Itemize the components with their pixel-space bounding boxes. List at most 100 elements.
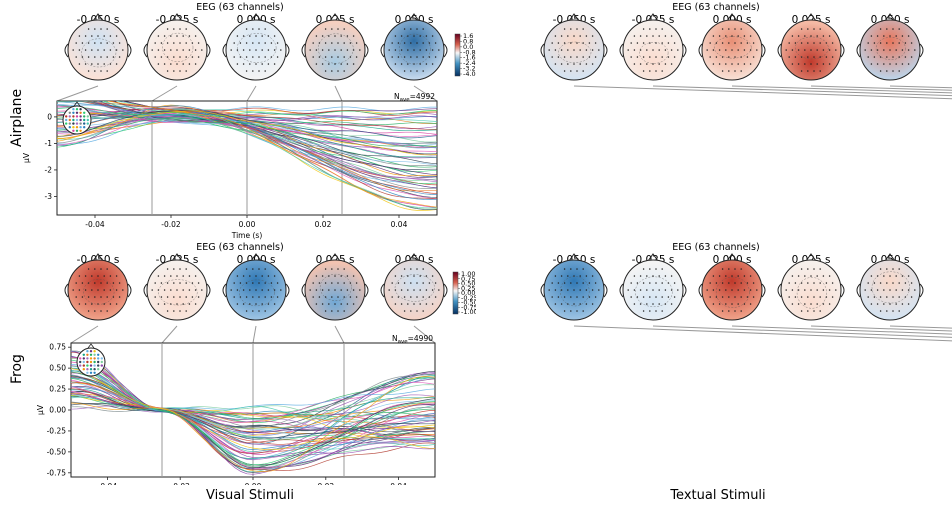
colorbar-tick-label: -4.0 bbox=[463, 70, 476, 78]
chart-svg-frog-visual: EEG (63 channels)-0.050 s-0.025 s0.000 s… bbox=[36, 242, 476, 485]
topomap-sensor bbox=[352, 289, 355, 291]
sensor-legend-dot bbox=[86, 357, 89, 360]
topomap-ear bbox=[364, 283, 369, 298]
topomap-sensor bbox=[97, 289, 99, 291]
topomap-sensor bbox=[576, 268, 578, 270]
topomap-sensor bbox=[876, 289, 879, 291]
topomap-sensor bbox=[819, 296, 821, 298]
topomap-sensor bbox=[233, 56, 235, 58]
topomap-sensor bbox=[819, 310, 821, 312]
topomap-sensor bbox=[407, 63, 409, 65]
sensor-legend-dot bbox=[79, 360, 82, 364]
topomap-sensor bbox=[258, 28, 260, 30]
topomap-sensor bbox=[173, 56, 175, 58]
topomap-sensor bbox=[75, 282, 77, 284]
topomap-sensor bbox=[324, 296, 327, 298]
topomap-sensor bbox=[154, 296, 156, 298]
topomap-sensor bbox=[721, 70, 724, 72]
chart-panel-frog-visual: EEG (63 channels)-0.050 s-0.025 s0.000 s… bbox=[0, 240, 476, 485]
sensor-legend-dot bbox=[97, 360, 100, 364]
topomap-sensor bbox=[403, 28, 406, 30]
topomap-sensor bbox=[419, 63, 421, 65]
topomap-sensor bbox=[785, 49, 787, 51]
topomap-sensor bbox=[570, 28, 572, 30]
topomap-ear bbox=[380, 43, 385, 58]
topomap-sensor bbox=[743, 49, 746, 51]
topomap-ear bbox=[143, 283, 148, 298]
topomap-sensor bbox=[740, 42, 742, 44]
topomap-sensor bbox=[328, 303, 330, 305]
topomap-sensor bbox=[100, 282, 102, 284]
topomap-sensor bbox=[563, 268, 566, 270]
topomap-sensor bbox=[828, 63, 831, 65]
topomap-sensor bbox=[331, 310, 333, 312]
topomap-sensor bbox=[585, 35, 588, 37]
topomap-sensor bbox=[652, 289, 654, 291]
x-tick-label: 0.00 bbox=[245, 482, 262, 485]
topomap-sensor bbox=[560, 303, 563, 305]
topomap-sensor bbox=[734, 42, 736, 44]
topomap-sensor bbox=[84, 303, 87, 305]
topomap-sensor bbox=[804, 35, 806, 37]
topomap-sensor bbox=[904, 42, 907, 44]
sensor-legend-dot bbox=[93, 357, 96, 360]
topomap-sensor bbox=[642, 282, 645, 284]
topomap-sensor bbox=[115, 303, 118, 305]
topomap-sensor bbox=[889, 63, 891, 65]
topomap-sensor bbox=[886, 28, 888, 30]
topomap-sensor bbox=[573, 49, 575, 51]
topomap-nose bbox=[647, 13, 659, 22]
topomap-sensor bbox=[182, 35, 184, 37]
sensor-legend-dot bbox=[100, 357, 104, 360]
sensor-legend-dot bbox=[68, 118, 72, 122]
topomap-sensor bbox=[652, 303, 654, 305]
topomap-sensor bbox=[734, 56, 736, 58]
topomap-sensor bbox=[337, 56, 339, 58]
topomap-sensor bbox=[359, 49, 361, 51]
topomap-sensor bbox=[712, 275, 715, 277]
topomap-sensor bbox=[728, 282, 730, 284]
y-tick-label: 0.50 bbox=[49, 364, 66, 373]
topomap-sensor bbox=[188, 303, 191, 305]
topomap-ear bbox=[222, 283, 227, 298]
topomap-sensor bbox=[391, 296, 393, 298]
topomap-sensor bbox=[788, 296, 790, 298]
topomap-sensor bbox=[570, 42, 572, 44]
topomap-sensor bbox=[579, 289, 581, 291]
topomap-sensor bbox=[728, 42, 730, 44]
topomap-sensor bbox=[867, 282, 869, 284]
topomap-sensor bbox=[334, 303, 336, 305]
topomap-sensor bbox=[78, 35, 81, 37]
topomap-sensor bbox=[548, 49, 550, 51]
sensor-legend-dot bbox=[82, 360, 86, 364]
topomap-sensor bbox=[895, 35, 897, 37]
topomap-sensor bbox=[425, 289, 428, 291]
sensor-legend-dot bbox=[75, 126, 79, 129]
topomap-sensor bbox=[642, 268, 645, 270]
topomap-sensor bbox=[400, 35, 403, 37]
topomap-sensor bbox=[889, 303, 891, 305]
topomap-sensor bbox=[252, 28, 254, 30]
topomap-sensor bbox=[197, 56, 200, 58]
topomap-sensor bbox=[633, 35, 636, 37]
topomap-head bbox=[619, 253, 687, 321]
topomap-sensor bbox=[355, 296, 358, 298]
topomap-sensor bbox=[343, 28, 345, 30]
topomap-sensor bbox=[106, 296, 108, 298]
topomap-sensor bbox=[160, 296, 163, 298]
topomap-sensor bbox=[560, 49, 563, 51]
topomap-sensor bbox=[898, 268, 900, 270]
topomap-sensor bbox=[579, 303, 581, 305]
topomap-sensor bbox=[154, 282, 156, 284]
topomap-sensor bbox=[324, 28, 327, 30]
y-tick-label: -0.25 bbox=[47, 426, 67, 435]
topomap-sensor bbox=[712, 35, 715, 37]
topomap-sensor bbox=[315, 35, 318, 37]
topomap-sensor bbox=[835, 49, 837, 51]
topomap-sensor bbox=[106, 70, 108, 72]
colorbar-tick-label: 0.75 bbox=[461, 275, 475, 283]
topomap-ear bbox=[856, 283, 861, 298]
topomap-ear bbox=[540, 283, 545, 298]
topomap-sensor bbox=[749, 63, 752, 65]
topomap-sensor bbox=[91, 289, 93, 291]
